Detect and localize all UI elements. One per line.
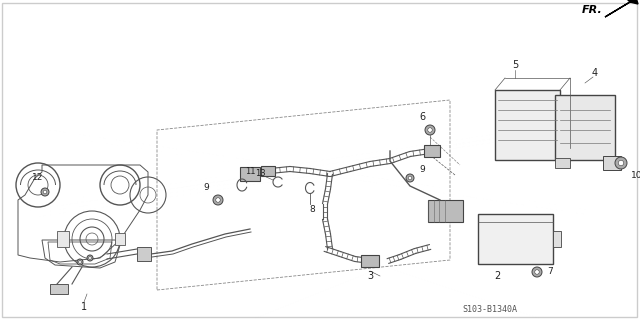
- Polygon shape: [605, 0, 638, 17]
- FancyBboxPatch shape: [495, 90, 560, 160]
- Circle shape: [428, 128, 432, 132]
- Circle shape: [425, 125, 435, 135]
- FancyBboxPatch shape: [552, 231, 561, 247]
- FancyBboxPatch shape: [2, 3, 637, 317]
- FancyBboxPatch shape: [477, 214, 552, 264]
- Text: 6: 6: [419, 112, 425, 122]
- FancyBboxPatch shape: [603, 156, 621, 170]
- Circle shape: [44, 190, 47, 194]
- Circle shape: [213, 195, 223, 205]
- Circle shape: [408, 176, 412, 180]
- FancyBboxPatch shape: [428, 200, 463, 222]
- Text: 12: 12: [32, 174, 44, 182]
- FancyBboxPatch shape: [50, 284, 68, 294]
- Text: 9: 9: [419, 166, 425, 174]
- Circle shape: [77, 259, 83, 265]
- FancyBboxPatch shape: [137, 247, 151, 261]
- Text: 11: 11: [244, 167, 255, 175]
- FancyBboxPatch shape: [424, 145, 440, 157]
- Text: 10: 10: [631, 170, 640, 180]
- Circle shape: [87, 255, 93, 261]
- FancyBboxPatch shape: [261, 166, 275, 176]
- FancyBboxPatch shape: [555, 95, 615, 160]
- Text: 7: 7: [547, 268, 553, 277]
- Text: 4: 4: [592, 68, 598, 78]
- Circle shape: [535, 270, 540, 274]
- Circle shape: [615, 157, 627, 169]
- Text: 5: 5: [512, 60, 518, 70]
- Text: 13: 13: [255, 169, 266, 179]
- FancyBboxPatch shape: [240, 167, 260, 181]
- Text: S103-B1340A: S103-B1340A: [463, 305, 518, 314]
- Circle shape: [216, 198, 220, 202]
- Text: 3: 3: [367, 271, 373, 281]
- FancyBboxPatch shape: [57, 231, 69, 247]
- Circle shape: [79, 261, 81, 263]
- FancyBboxPatch shape: [361, 255, 379, 267]
- Circle shape: [41, 188, 49, 196]
- Circle shape: [618, 160, 624, 166]
- Text: 2: 2: [494, 271, 500, 281]
- Circle shape: [532, 267, 542, 277]
- Text: FR.: FR.: [582, 5, 602, 15]
- Circle shape: [406, 174, 414, 182]
- Text: 9: 9: [203, 183, 209, 192]
- FancyBboxPatch shape: [115, 233, 125, 245]
- Circle shape: [89, 257, 92, 259]
- FancyBboxPatch shape: [555, 158, 570, 168]
- Text: 1: 1: [81, 302, 87, 312]
- Text: 8: 8: [309, 205, 315, 214]
